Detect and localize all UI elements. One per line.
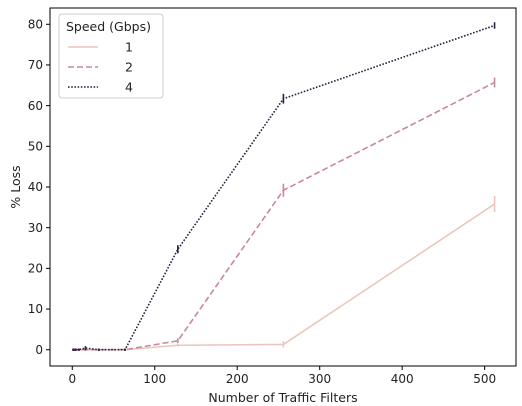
y-tick-label: 40: [28, 180, 43, 194]
legend-title: Speed (Gbps): [66, 19, 151, 34]
series-line-2: [73, 81, 495, 351]
y-tick-label: 10: [28, 302, 43, 316]
series-line-4: [73, 24, 495, 351]
legend-label-2: 2: [125, 60, 133, 75]
x-axis: 0 100 200 300 400 500: [68, 366, 496, 386]
x-tick-label: 400: [391, 372, 414, 386]
y-axis: 0 10 20 30 40 50 60 70 80: [28, 17, 50, 357]
y-tick-label: 30: [28, 221, 43, 235]
y-tick-label: 70: [28, 58, 43, 72]
series-layer: [72, 22, 496, 351]
legend-label-4: 4: [125, 80, 133, 95]
legend-label-1: 1: [125, 40, 133, 55]
y-axis-label: % Loss: [8, 165, 23, 208]
x-tick-label: 500: [473, 372, 496, 386]
x-tick-label: 0: [68, 372, 76, 386]
x-tick-label: 100: [143, 372, 166, 386]
y-tick-label: 80: [28, 17, 43, 31]
legend: Speed (Gbps) 1 2 4: [58, 13, 164, 99]
x-tick-label: 300: [308, 372, 331, 386]
y-tick-label: 60: [28, 99, 43, 113]
y-tick-label: 50: [28, 140, 43, 154]
x-tick-label: 200: [226, 372, 249, 386]
y-tick-label: 0: [35, 343, 43, 357]
x-axis-label: Number of Traffic Filters: [208, 390, 357, 405]
y-tick-label: 20: [28, 262, 43, 276]
legend-box: [58, 13, 164, 99]
